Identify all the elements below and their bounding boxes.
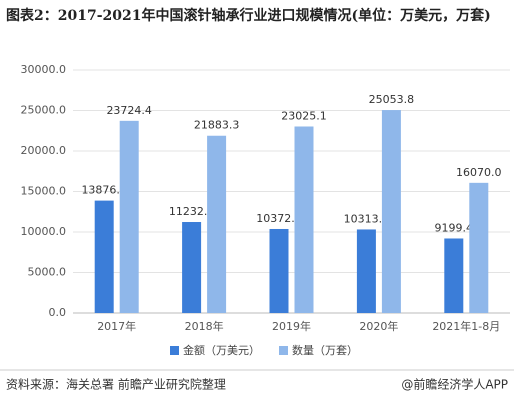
bar [269, 228, 289, 313]
bar [182, 222, 202, 313]
legend-swatch [170, 346, 179, 355]
y-tick-label: 15000.0 [21, 185, 67, 198]
bar [207, 135, 227, 313]
bar [356, 229, 376, 313]
x-tick-label: 2018年 [185, 319, 224, 333]
y-tick-label: 20000.0 [21, 144, 67, 157]
x-tick-label: 2020年 [359, 319, 398, 333]
bar [119, 120, 139, 313]
x-tick-label: 2021年1-8月 [432, 319, 500, 333]
legend-label: 数量（万套） [292, 344, 358, 357]
value-label: 10313.8 [344, 212, 390, 225]
value-label: 16070.0 [456, 166, 502, 179]
source: 资料来源：海关总署 前瞻产业研究院整理 [6, 377, 226, 392]
bar [381, 110, 401, 314]
x-tick-label: 2019年 [272, 319, 311, 333]
value-label: 11232.9 [169, 205, 215, 218]
bar [94, 200, 114, 313]
legend-swatch [279, 346, 288, 355]
bar [469, 182, 489, 313]
chart-title: 图表2：2017-2021年中国滚针轴承行业进口规模情况(单位：万美元，万套) [6, 8, 491, 24]
y-tick-label: 10000.0 [21, 225, 67, 238]
value-label: 23025.1 [281, 109, 327, 122]
value-label: 13876.1 [81, 184, 127, 197]
legend-label: 金额（万美元） [183, 343, 260, 357]
value-label: 25053.8 [369, 93, 415, 106]
y-tick-label: 30000.0 [21, 63, 67, 76]
value-label: 9199.4 [435, 221, 474, 234]
y-tick-label: 5000.0 [28, 266, 67, 279]
y-tick-label: 0.0 [49, 306, 67, 319]
value-label: 10372.2 [256, 212, 302, 225]
x-tick-label: 2017年 [97, 319, 136, 333]
bar [444, 238, 464, 313]
credit: @前瞻经济学人APP [401, 377, 508, 392]
value-label: 23724.4 [106, 104, 152, 117]
value-label: 21883.3 [194, 119, 240, 132]
y-tick-label: 25000.0 [21, 104, 67, 117]
bar [294, 126, 314, 313]
